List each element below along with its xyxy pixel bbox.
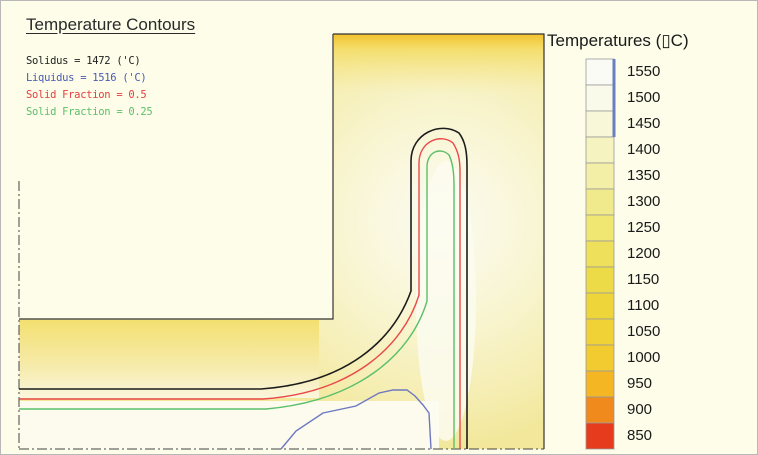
color-scale-title: Temperatures (▯C) [547,31,689,50]
solidus-contour [19,127,468,449]
color-scale-label-1500: 1500 [627,89,661,106]
legend-solid-fraction-05: Solid Fraction = 0.5 [26,89,147,101]
color-scale-swatch-1300 [585,188,615,216]
color-scale-swatch-850 [585,422,615,450]
horizontal-arm-band [19,320,319,398]
color-scale-label-1100: 1100 [627,297,660,314]
color-scale-swatch-1400 [585,136,615,164]
color-scale-label-1150: 1150 [627,271,660,288]
color-scale-swatch-1050 [585,318,615,346]
legend-liquidus: Liquidus = 1516 ('C) [26,72,147,84]
color-scale-swatch-900 [585,396,615,424]
color-scale-label-950: 950 [627,375,653,392]
bottom-cool-region [19,401,439,449]
legend-solid-fraction-025: Solid Fraction = 0.25 [26,106,153,118]
legend-solidus: Solidus = 1472 ('C) [26,55,141,67]
color-scale-label-1450: 1450 [627,115,661,132]
color-scale-swatch-1150 [585,266,615,294]
color-scale-bar [585,58,615,450]
color-scale-swatch-950 [585,370,615,398]
color-scale-label-850: 850 [627,427,653,444]
riser-center-cool-region [416,161,476,441]
color-scale-swatch-1450 [585,110,615,138]
color-scale-label-1550: 1550 [627,63,661,80]
color-scale-swatch-1250 [585,214,615,242]
solid-fraction-025-contour [19,150,455,449]
liquidus-contour [280,389,432,450]
color-scale-label-1200: 1200 [627,245,661,262]
color-scale-label-900: 900 [627,401,653,418]
color-scale-label-1400: 1400 [627,141,661,158]
color-scale-swatch-1200 [585,240,615,268]
color-scale-label-1250: 1250 [627,219,661,236]
color-scale-swatch-1350 [585,162,615,190]
mould-outline [19,33,545,449]
color-scale-swatch-1500 [585,84,615,112]
color-scale-swatch-1550 [585,58,615,86]
riser-top-hot-band [334,34,544,94]
color-scale-label-1350: 1350 [627,167,661,184]
color-scale-swatch-1100 [585,292,615,320]
color-scale-label-1000: 1000 [627,349,661,366]
color-scale-swatch-1000 [585,344,615,372]
color-scale-label-1300: 1300 [627,193,661,210]
color-scale-label-1050: 1050 [627,323,661,340]
figure-title: Temperature Contours [26,15,196,34]
solid-fraction-050-contour [19,138,461,449]
